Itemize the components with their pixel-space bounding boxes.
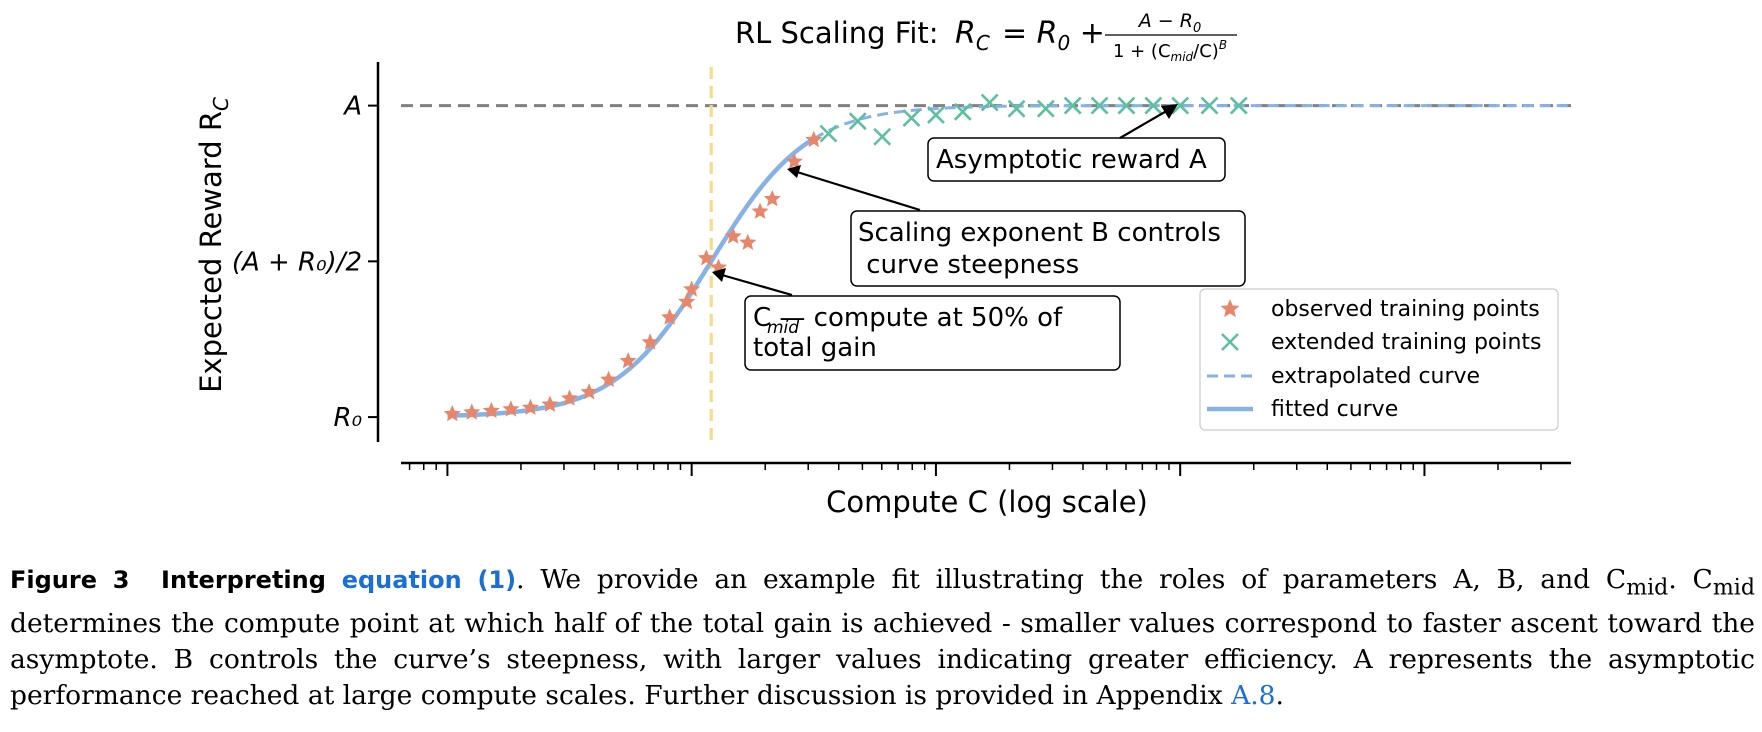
annotation-asymptote-arrow [1119, 108, 1171, 139]
observed-point [463, 403, 481, 420]
legend-star-shape [1220, 299, 1240, 318]
observed-point [541, 395, 559, 412]
annotation-cmid-line2: total gain [753, 333, 877, 363]
annotation-cmid: C — compute at 50% of mid total gain [712, 268, 1121, 371]
x-axis-label: Compute C (log scale) [826, 485, 1148, 519]
caption-mid-sub-2: mid [1712, 575, 1755, 601]
extrapolated-curve [813, 104, 1571, 141]
extended-point [902, 109, 921, 127]
legend-x-shape [1221, 333, 1239, 351]
annotation-steepness-box [850, 210, 1246, 287]
extended-point [1200, 96, 1219, 115]
extended-point [953, 102, 972, 121]
extended-point [1229, 96, 1248, 115]
observed-point [661, 308, 679, 325]
chart-title-denominator: 1 + (Cmid/C)B [1113, 38, 1227, 64]
observed-point [482, 401, 500, 419]
caption-mid-sub: mid [1626, 575, 1669, 601]
annotation-cmid-arrowhead [712, 268, 726, 282]
extended-point [1063, 96, 1082, 115]
observed-point [561, 389, 579, 406]
legend-box [1199, 288, 1559, 431]
observed-point [443, 405, 461, 422]
annotation-cmid-arrow [721, 273, 793, 297]
observed-point [580, 383, 598, 400]
legend-observed-marker [1220, 299, 1240, 318]
observed-point [678, 292, 696, 310]
chart-title-prefix: RL Scaling Fit: [735, 16, 939, 50]
observed-points [443, 130, 823, 422]
observed-point [502, 400, 520, 417]
legend-observed-label: observed training points [1271, 297, 1540, 322]
y-axis-label: Expected Reward RC [194, 97, 233, 393]
x-ticks [408, 463, 1542, 476]
annotation-cmid-box [744, 295, 1121, 371]
extended-point [1036, 99, 1055, 118]
legend: observed training points extended traini… [1199, 288, 1559, 431]
annotation-steepness-arrowhead [787, 165, 801, 178]
observed-point [739, 233, 757, 250]
extended-point [1090, 96, 1109, 115]
caption-sentence-2: . C [1668, 564, 1713, 595]
extended-point [848, 112, 867, 131]
observed-point [619, 352, 637, 369]
chart-title-numerator: A − R0 [1137, 10, 1201, 36]
annotation-steepness-line1: Scaling exponent B controls [858, 218, 1221, 248]
y-tick-label: R₀ [334, 403, 363, 433]
extended-point [927, 106, 945, 124]
caption-body: determines the compute point at which ha… [10, 608, 1755, 712]
fitted-curve [447, 136, 815, 419]
caption-end: . [1275, 680, 1284, 712]
legend-extrapolated-label: extrapolated curve [1271, 364, 1480, 389]
extended-point [1171, 96, 1190, 115]
extended-point [1117, 96, 1136, 115]
observed-point [785, 152, 803, 169]
annotation-cmid-line1: C — compute at 50% of [753, 303, 1063, 333]
annotation-asymptote-arrowhead [1161, 104, 1178, 119]
annotation-asymptote: Asymptotic reward A [927, 104, 1226, 182]
annotation-steepness: Scaling exponent B controls curve steepn… [787, 165, 1246, 287]
extended-point [1144, 96, 1163, 115]
observed-point [724, 227, 742, 244]
equation-link[interactable]: equation (1) [341, 566, 517, 594]
annotation-steepness-line2: curve steepness [858, 250, 1079, 280]
observed-point [521, 398, 539, 415]
figure-caption: Figure 3 Interpreting equation (1). We p… [10, 562, 1755, 714]
extended-points [819, 93, 1248, 146]
observed-point [641, 333, 659, 350]
chart: RL Scaling Fit: RC = R0 + A − R0 1 + (Cm… [194, 10, 1571, 519]
extended-point [1007, 99, 1026, 118]
observed-point [805, 130, 823, 148]
chart-title: RL Scaling Fit: RC = R0 + A − R0 1 + (Cm… [735, 10, 1237, 64]
observed-point [683, 280, 701, 297]
observed-point [697, 249, 715, 266]
annotation-asymptote-box [927, 137, 1226, 182]
annotation-asymptote-text: Asymptotic reward A [936, 145, 1207, 175]
y-tick-label: A [342, 92, 362, 122]
observed-point [751, 202, 769, 219]
caption-sentence-1: . We provide an example fit illustrating… [516, 564, 1627, 595]
caption-figure-label: Figure 3 [10, 566, 130, 594]
observed-point [763, 190, 781, 207]
y-ticks: A (A + R₀)/2 R₀ [232, 92, 378, 433]
extended-point [980, 93, 999, 112]
appendix-link[interactable]: A.8 [1231, 680, 1276, 712]
caption-lead: Interpreting [161, 566, 326, 594]
chart-title-rhs: = R0 + [1002, 16, 1105, 55]
legend-extended-label: extended training points [1271, 330, 1542, 355]
legend-fitted-label: fitted curve [1271, 397, 1398, 422]
annotation-steepness-arrow [796, 170, 921, 212]
legend-extended-marker [1221, 333, 1239, 351]
y-tick-label: (A + R₀)/2 [232, 247, 362, 277]
annotation-cmid-subscript: mid [767, 318, 799, 338]
extended-point [873, 127, 892, 146]
extended-point [819, 124, 838, 143]
observed-point [600, 370, 618, 387]
chart-title-lhs: RC [955, 16, 990, 55]
